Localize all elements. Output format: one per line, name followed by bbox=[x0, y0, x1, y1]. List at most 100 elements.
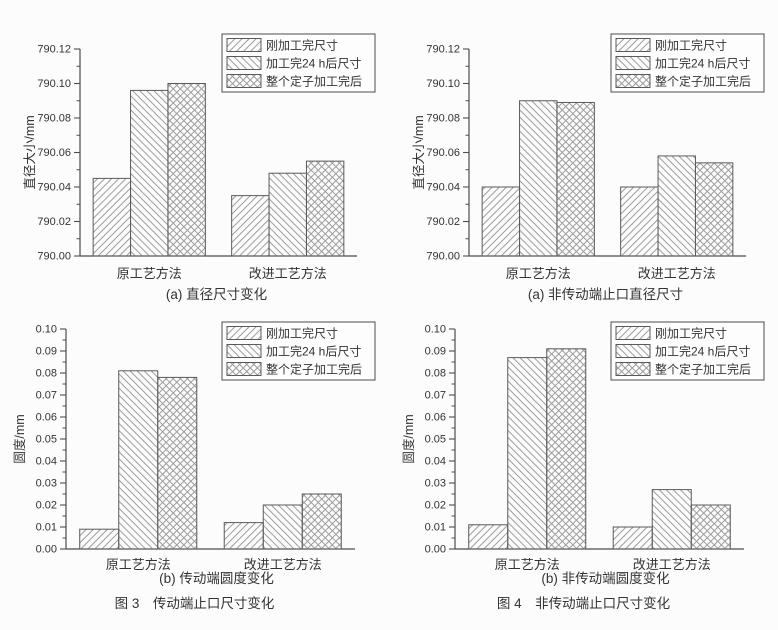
legend-swatch-diag-backward bbox=[226, 56, 262, 70]
legend-item-label: 整个定子加工完后 bbox=[266, 362, 362, 377]
bar-series3-group1 bbox=[157, 376, 198, 550]
y-tick-label: 790.00 bbox=[37, 251, 71, 263]
bar-series1-group1 bbox=[468, 524, 509, 550]
legend-swatch-crosshatch bbox=[615, 362, 651, 376]
y-tick-label: 790.02 bbox=[426, 216, 460, 228]
chart-nondrive-end-roundness: 0.00 0.01 0.02 0.03 0.04 0.05 0.06 0.07 0.08 0.09… bbox=[389, 308, 778, 592]
y-tick-label: 790.08 bbox=[37, 113, 71, 125]
legend-item-label: 加工完24 h后尺寸 bbox=[655, 56, 750, 71]
y-tick-label: 0.07 bbox=[425, 390, 446, 402]
x-category-label: 原工艺方法 bbox=[495, 557, 560, 570]
legend-swatch-diag-forward bbox=[615, 38, 651, 52]
y-tick-label: 0.07 bbox=[36, 390, 57, 402]
y-tick-label: 790.12 bbox=[37, 44, 71, 56]
y-tick-label: 0.09 bbox=[425, 346, 446, 358]
legend-swatch-diag-forward bbox=[615, 326, 651, 340]
bar-chart-diameter-change: 790.00 790.02 790.04 790.06 790.08 790.10 790.… bbox=[23, 33, 376, 281]
figure-4-caption: 图 4 非传动端止口尺寸变化 bbox=[496, 596, 671, 611]
bar-chart-nondrive-end-roundness: 0.00 0.01 0.02 0.03 0.04 0.05 0.06 0.07 0.08 0.09… bbox=[401, 321, 765, 570]
chart-drive-end-roundness: 0.00 0.01 0.02 0.03 0.04 0.05 0.06 0.07 0.08 0.09… bbox=[0, 308, 389, 592]
y-tick-label: 790.02 bbox=[37, 216, 71, 228]
subcaption-a-left: (a) 直径尺寸变化 bbox=[165, 287, 268, 302]
x-category-label: 原工艺方法 bbox=[506, 266, 571, 281]
x-category-label: 原工艺方法 bbox=[106, 557, 171, 570]
bar-series1-group1 bbox=[481, 186, 521, 257]
bar-series3-group1 bbox=[556, 101, 595, 257]
y-tick-label: 0.05 bbox=[36, 434, 57, 446]
bar-series1-group2 bbox=[620, 186, 659, 257]
y-axis-title: 直径大小/mm bbox=[412, 115, 426, 189]
y-tick-label: 790.12 bbox=[426, 44, 460, 56]
bar-series1-group1 bbox=[92, 177, 132, 257]
x-category-label: 改进工艺方法 bbox=[638, 266, 716, 281]
legend-swatch-diag-forward bbox=[226, 38, 262, 52]
figure-4-column: 790.00 790.02 790.04 790.06 790.08 790.10 790.… bbox=[389, 4, 778, 618]
y-tick-label: 790.04 bbox=[37, 182, 71, 194]
bar-series3-group1 bbox=[546, 348, 587, 550]
figure-3-caption: 图 3 传动端止口尺寸变化 bbox=[114, 596, 275, 611]
subcaption-a-right: (a) 非传动端止口直径尺寸 bbox=[527, 287, 684, 302]
y-tick-label: 0.10 bbox=[36, 324, 57, 336]
legend-item-label: 刚加工完尺寸 bbox=[266, 326, 338, 341]
bar-series2-group2 bbox=[262, 504, 303, 550]
x-category-label: 原工艺方法 bbox=[117, 266, 182, 281]
y-tick-label: 0.02 bbox=[36, 500, 57, 512]
legend-swatch-diag-backward bbox=[615, 56, 651, 70]
y-axis-title: 直径大小/mm bbox=[23, 115, 37, 189]
bar-series2-group2 bbox=[657, 155, 696, 257]
legend-swatch-crosshatch bbox=[226, 74, 262, 88]
subcaption-b-left: (b) 传动端圆度变化 bbox=[159, 571, 274, 586]
bar-chart-nondrive-end-diameter: 790.00 790.02 790.04 790.06 790.08 790.10 790.… bbox=[412, 33, 765, 281]
y-tick-label: 0.06 bbox=[425, 412, 446, 424]
subcaption-b-right: (b) 非传动端圆度变化 bbox=[541, 571, 670, 586]
legend-item-label: 刚加工完尺寸 bbox=[655, 38, 727, 53]
bar-series1-group1 bbox=[79, 528, 120, 550]
chart-nondrive-end-diameter: 790.00 790.02 790.04 790.06 790.08 790.10 790.… bbox=[389, 4, 778, 308]
legend-item-label: 加工完24 h后尺寸 bbox=[266, 56, 361, 71]
y-tick-label: 0.04 bbox=[425, 456, 446, 468]
legend-item-label: 加工完24 h后尺寸 bbox=[655, 344, 750, 359]
y-tick-label: 790.06 bbox=[37, 147, 71, 159]
y-tick-label: 0.08 bbox=[36, 368, 57, 380]
bar-series2-group1 bbox=[130, 89, 169, 257]
chart-diameter-change: 790.00 790.02 790.04 790.06 790.08 790.10 790.… bbox=[0, 4, 389, 308]
bar-series3-group1 bbox=[167, 83, 206, 257]
legend-item-label: 加工完24 h后尺寸 bbox=[266, 344, 361, 359]
y-tick-label: 0.08 bbox=[425, 368, 446, 380]
y-tick-label: 0.03 bbox=[425, 478, 446, 490]
legend-item-label: 刚加工完尺寸 bbox=[655, 326, 727, 341]
y-tick-label: 790.10 bbox=[37, 78, 71, 90]
y-tick-label: 0.10 bbox=[425, 324, 446, 336]
legend-item-label: 整个定子加工完后 bbox=[655, 74, 751, 89]
legend-swatch-diag-backward bbox=[226, 344, 262, 358]
bar-series3-group2 bbox=[690, 504, 731, 550]
bar-series3-group2 bbox=[694, 162, 734, 257]
x-category-label: 改进工艺方法 bbox=[633, 557, 711, 570]
legend-swatch-crosshatch bbox=[226, 362, 262, 376]
bar-chart-drive-end-roundness: 0.00 0.01 0.02 0.03 0.04 0.05 0.06 0.07 0.08 0.09… bbox=[12, 321, 376, 570]
bar-series1-group2 bbox=[223, 522, 264, 550]
figure-3-column: 790.00 790.02 790.04 790.06 790.08 790.10 790.… bbox=[0, 4, 389, 618]
y-tick-label: 0.05 bbox=[425, 434, 446, 446]
y-tick-label: 0.02 bbox=[425, 500, 446, 512]
bar-series2-group2 bbox=[651, 489, 692, 550]
y-tick-label: 790.10 bbox=[426, 78, 460, 90]
y-tick-label: 0.00 bbox=[36, 544, 57, 556]
bar-series1-group2 bbox=[612, 526, 653, 550]
legend-item-label: 刚加工完尺寸 bbox=[266, 38, 338, 53]
y-tick-label: 790.00 bbox=[426, 251, 460, 263]
bar-series3-group2 bbox=[301, 493, 342, 550]
y-tick-label: 790.08 bbox=[426, 113, 460, 125]
y-tick-label: 0.03 bbox=[36, 478, 57, 490]
x-category-label: 改进工艺方法 bbox=[244, 557, 322, 570]
legend-swatch-diag-backward bbox=[615, 344, 651, 358]
legend-swatch-crosshatch bbox=[615, 74, 651, 88]
y-axis-title: 圆度/mm bbox=[401, 414, 416, 463]
legend-swatch-diag-forward bbox=[226, 326, 262, 340]
bar-series3-group2 bbox=[305, 160, 345, 257]
y-tick-label: 0.01 bbox=[425, 522, 446, 534]
y-tick-label: 0.09 bbox=[36, 346, 57, 358]
